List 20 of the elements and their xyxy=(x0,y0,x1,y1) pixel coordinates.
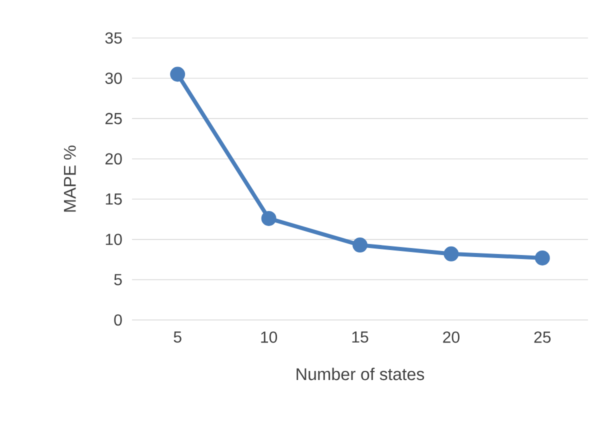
x-tick-label: 25 xyxy=(534,332,551,343)
y-tick-label: 10 xyxy=(106,234,122,246)
y-tick-label: 35 xyxy=(105,32,122,44)
x-axis-title: Number of states xyxy=(296,368,424,380)
point xyxy=(261,210,276,226)
y-tick-label: 15 xyxy=(106,194,122,205)
x-tick-label: 15 xyxy=(352,332,368,343)
y-axis-title: MAPE % xyxy=(64,146,76,212)
x-tick-label: 10 xyxy=(261,332,278,343)
x-tick-label: 5 xyxy=(174,332,182,343)
point xyxy=(534,250,550,266)
y-tick-label: 5 xyxy=(114,274,122,286)
y-tick-label: 25 xyxy=(105,112,122,124)
y-tick-label: 0 xyxy=(114,314,122,326)
point xyxy=(352,238,368,253)
point xyxy=(170,66,186,82)
y-tick-label: 20 xyxy=(105,153,122,165)
y-tick-label: 30 xyxy=(105,72,122,84)
point xyxy=(444,246,459,262)
x-tick-label: 20 xyxy=(443,332,460,343)
